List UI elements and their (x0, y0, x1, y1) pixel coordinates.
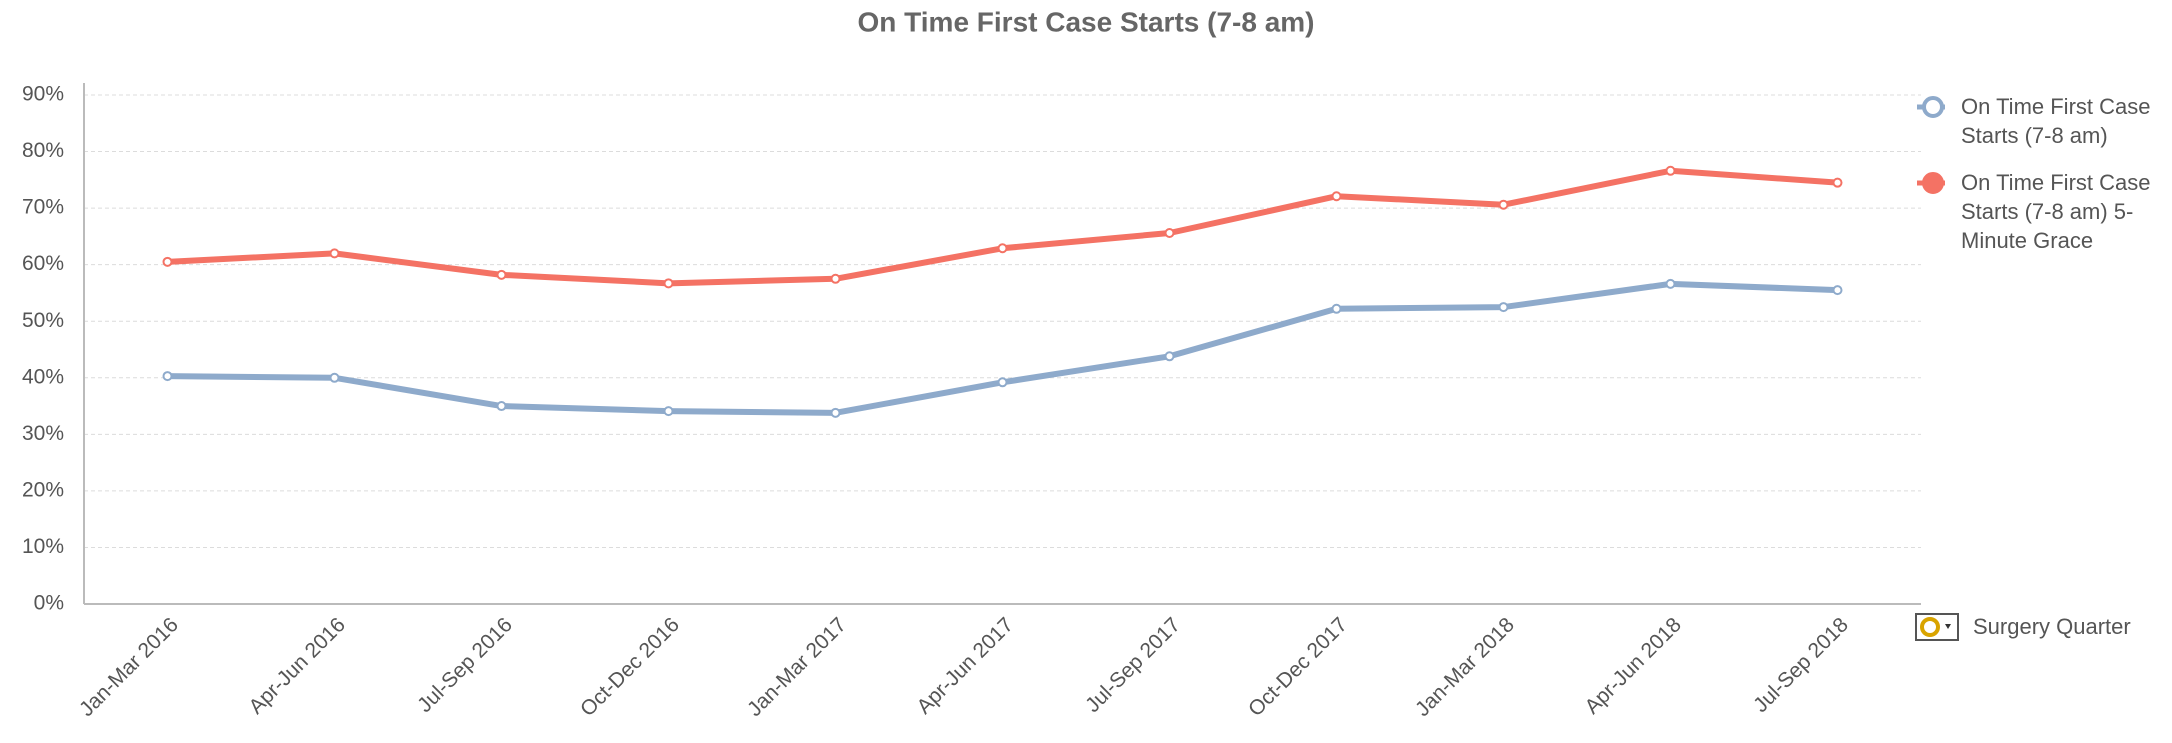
x-axis-control[interactable]: Surgery Quarter (1915, 612, 2131, 642)
point (162, 256, 173, 267)
point (1331, 303, 1342, 314)
point (496, 269, 507, 280)
x-tick-label: Jan-Mar 2018 (1411, 613, 1519, 721)
y-tick-label: 40% (22, 365, 64, 388)
legend-swatch (1917, 172, 1945, 194)
chart-title: On Time First Case Starts (7-8 am) (858, 6, 1315, 37)
dimension-icon[interactable] (1915, 612, 1961, 642)
legend: On Time First Case Starts (7-8 am) On Tim… (1915, 92, 2165, 273)
legend-label: On Time First Case Starts (7-8 am) 5-Min… (1961, 170, 2151, 253)
x-tick-label: Jul-Sep 2017 (1081, 613, 1185, 717)
point (1164, 227, 1175, 238)
x-tick-label: Apr-Jun 2018 (1581, 613, 1686, 718)
legend-swatch (1917, 96, 1945, 118)
x-tick-label: Jul-Sep 2016 (413, 613, 517, 717)
point (830, 407, 841, 418)
y-tick-label: 80% (22, 139, 64, 162)
point (1498, 302, 1509, 313)
x-tick-label: Oct-Dec 2017 (1244, 613, 1352, 721)
point (997, 243, 1008, 254)
series-line (167, 167, 1838, 287)
x-tick-label: Jul-Sep 2018 (1749, 613, 1853, 717)
x-tick-label: Apr-Jun 2016 (245, 613, 350, 718)
x-tick-label: Jan-Mar 2017 (743, 613, 851, 721)
point (162, 371, 173, 382)
legend-item[interactable]: On Time First Case Starts (7-8 am) (1915, 92, 2165, 150)
y-tick-label: 60% (22, 252, 64, 275)
point (1498, 199, 1509, 210)
point (1331, 191, 1342, 202)
point (496, 401, 507, 412)
y-tick-label: 70% (22, 196, 64, 219)
x-tick-label: Jan-Mar 2016 (75, 613, 183, 721)
point (1164, 351, 1175, 362)
point (1832, 177, 1843, 188)
legend-label: On Time First Case Starts (7-8 am) (1961, 94, 2151, 148)
x-axis-label: Surgery Quarter (1973, 614, 2131, 639)
y-tick-label: 10% (22, 535, 64, 558)
point (1832, 285, 1843, 296)
point (830, 273, 841, 284)
y-tick-label: 20% (22, 478, 64, 501)
point (663, 406, 674, 417)
x-tick-label: Oct-Dec 2016 (576, 613, 684, 721)
point (329, 372, 340, 383)
legend-item[interactable]: On Time First Case Starts (7-8 am) 5-Min… (1915, 168, 2165, 255)
y-tick-label: 0% (34, 592, 64, 615)
x-tick-label: Apr-Jun 2017 (913, 613, 1018, 718)
point (663, 278, 674, 289)
series-line (167, 280, 1838, 416)
y-tick-label: 50% (22, 309, 64, 332)
point (1665, 278, 1676, 289)
point (329, 248, 340, 259)
y-tick-label: 30% (22, 422, 64, 445)
point (997, 377, 1008, 388)
y-tick-label: 90% (22, 83, 64, 106)
point (1665, 165, 1676, 176)
